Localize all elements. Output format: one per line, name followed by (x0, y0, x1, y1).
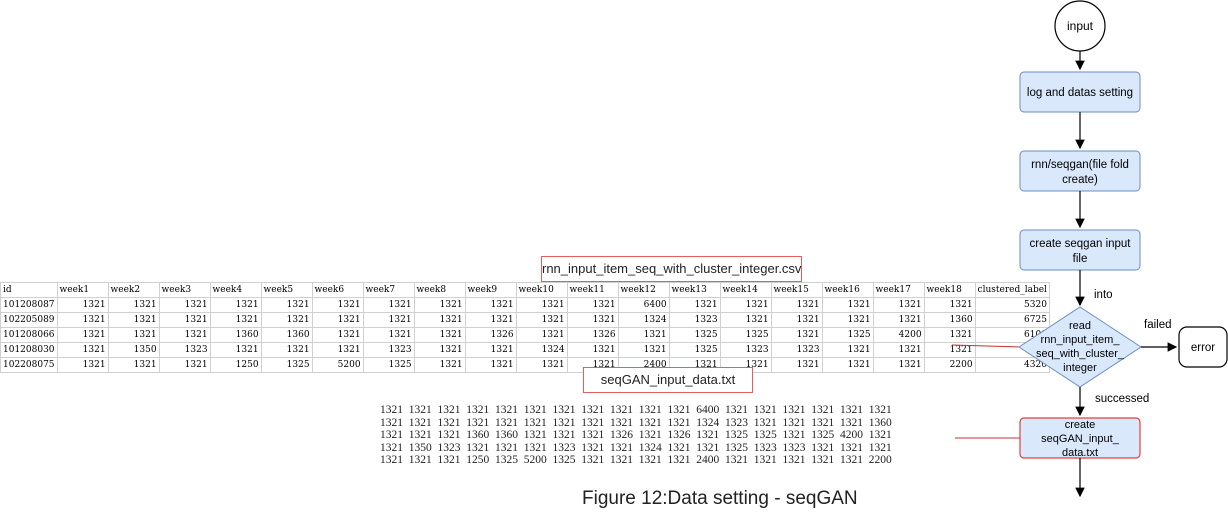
table-cell: 1325 (260, 357, 313, 373)
svg-text:integer: integer (1063, 362, 1097, 374)
table-header-row: id week1 week2 week3 week4 week5 week6 week7 wee… (0, 282, 1050, 298)
svg-text:create: create (1065, 419, 1096, 431)
svg-text:rnn_input_item_: rnn_input_item_ (1041, 334, 1121, 346)
txt-file-content: 1321 1321 1321 1321 1321 1321 1321 1321 … (380, 404, 892, 467)
txt-line: 1321 1321 1321 1321 1321 1321 1321 1321 … (380, 416, 892, 429)
svg-text:create): create) (1062, 174, 1098, 186)
svg-text:read: read (1069, 320, 1091, 332)
table-cell: 1321 (515, 357, 568, 373)
csv-connector-line (951, 344, 1023, 348)
table-cell: 1321 (821, 357, 874, 373)
table-row: 101208087 1321 1321 1321 1321 1321 1321 1321 132… (0, 297, 1050, 313)
edge-label-failed: failed (1144, 319, 1172, 331)
svg-text:log and datas setting: log and datas setting (1027, 87, 1133, 99)
svg-text:data.txt: data.txt (1062, 447, 1098, 459)
table-cell: 4320 (974, 357, 1050, 373)
file-fold-create-node: rnn/seqgan(file fold create) (1019, 150, 1141, 192)
read-csv-decision: read rnn_input_item_ seq_with_cluster_ i… (1018, 306, 1142, 388)
create-input-file-node: create seqgan input file (1019, 229, 1141, 271)
edge-label-successed: successed (1095, 393, 1149, 405)
txt-line: 1321 1321 1321 1321 1321 1321 1321 1321 … (380, 404, 892, 416)
error-node: error (1178, 326, 1228, 368)
figure-caption: Figure 12:Data setting - seqGAN (582, 488, 858, 509)
svg-text:create seqgan input: create seqgan input (1029, 238, 1131, 250)
svg-text:seqGAN_input_: seqGAN_input_ (1041, 433, 1120, 445)
csv-table: id week1 week2 week3 week4 week5 week6 week7 wee… (0, 282, 1050, 373)
edge-label-into: into (1094, 289, 1113, 301)
svg-text:error: error (1191, 342, 1215, 354)
txt-line: 1321 1350 1323 1321 1321 1321 1323 1321 … (380, 441, 892, 454)
table-cell: 1250 (209, 357, 262, 373)
create-seqgan-input-node: create seqGAN_input_ data.txt (1019, 417, 1141, 459)
table-cell: 2200 (923, 357, 976, 373)
table-row: 101208030 1321 1350 1323 1321 1321 1321 1323 132… (0, 342, 1050, 358)
csv-file-label: rnn_input_item_seq_with_cluster_integer.… (541, 256, 802, 282)
table-cell: 1321 (464, 357, 517, 373)
log-setting-node: log and datas setting (1019, 71, 1141, 113)
svg-text:input: input (1067, 19, 1094, 33)
table-row: 101208066 1321 1321 1321 1360 1360 1321 1321 132… (0, 327, 1050, 343)
svg-text:rnn/seqgan(file fold: rnn/seqgan(file fold (1031, 159, 1129, 171)
txt-line: 1321 1321 1321 1250 1325 5200 1325 1321 … (380, 454, 892, 467)
svg-text:seq_with_cluster_: seq_with_cluster_ (1036, 348, 1125, 360)
txt-line: 1321 1321 1321 1360 1360 1321 1321 1321 … (380, 429, 892, 442)
txt-file-label: seqGAN_input_data.txt (583, 367, 753, 393)
start-node: input (1054, 0, 1106, 52)
table-row: 102208075 1321 1321 1321 1250 1325 5200 1325 132… (0, 357, 1050, 373)
table-cell: 5200 (311, 357, 364, 373)
svg-text:file: file (1073, 253, 1088, 265)
